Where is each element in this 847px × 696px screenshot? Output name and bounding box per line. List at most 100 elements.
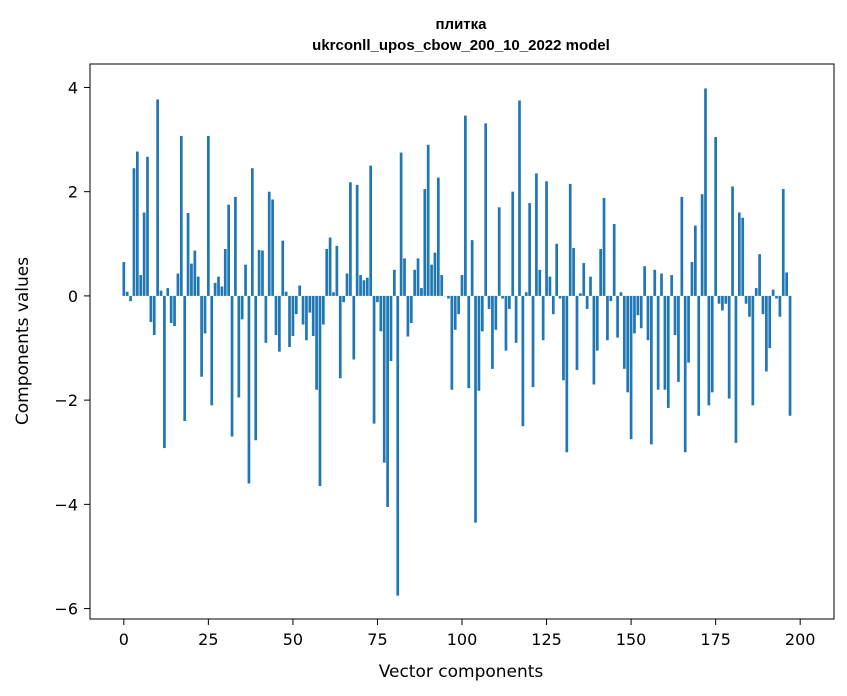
- bar-23: [200, 295, 203, 377]
- bar-187: [754, 288, 758, 296]
- bar-25: [207, 135, 210, 296]
- bar-196: [785, 272, 789, 296]
- bar-129: [558, 295, 562, 299]
- x-tick-label: 200: [785, 630, 816, 649]
- y-axis: −6 −4 −2 0 2 4: [54, 78, 90, 619]
- bar-164: [677, 295, 680, 382]
- bar-150: [629, 295, 633, 440]
- bar-18: [183, 295, 187, 421]
- bar-156: [650, 295, 653, 445]
- bar-148: [622, 295, 626, 369]
- bar-61: [328, 237, 332, 296]
- bar-111: [497, 207, 501, 296]
- bar-52: [298, 285, 302, 296]
- x-tick-label: 75: [367, 630, 387, 649]
- bar-94: [440, 275, 444, 296]
- chart-subtitle: ukrconll_upos_cbow_200_10_2022 model: [312, 37, 610, 54]
- bar-44: [271, 199, 274, 296]
- bar-5: [139, 275, 143, 296]
- bar-28: [217, 276, 220, 296]
- bar-166: [683, 295, 687, 453]
- bar-90: [426, 144, 430, 296]
- bar-35: [240, 295, 244, 320]
- bar-43: [267, 191, 271, 296]
- bar-188: [758, 254, 761, 296]
- bar-93: [436, 177, 440, 296]
- bar-104: [474, 295, 477, 523]
- bar-153: [639, 295, 643, 329]
- bar-6: [142, 212, 146, 296]
- bar-144: [609, 295, 613, 302]
- bars-group: [122, 88, 792, 596]
- bar-74: [372, 295, 376, 424]
- bar-34: [237, 295, 241, 398]
- bar-103: [470, 240, 474, 296]
- bar-183: [741, 217, 745, 296]
- bar-163: [673, 295, 677, 335]
- bar-80: [393, 269, 396, 296]
- bar-42: [264, 295, 268, 343]
- bar-174: [710, 295, 714, 393]
- bar-32: [230, 295, 234, 437]
- bar-115: [511, 191, 515, 296]
- bar-155: [646, 295, 650, 341]
- y-tick-label: 0: [68, 287, 78, 306]
- bar-10: [156, 99, 159, 296]
- bar-46: [278, 295, 281, 352]
- bar-50: [291, 295, 295, 337]
- bar-152: [636, 295, 640, 316]
- bar-68: [352, 295, 356, 360]
- x-axis-label: Vector components: [379, 662, 544, 682]
- bar-59: [321, 295, 325, 325]
- bar-125: [545, 181, 548, 296]
- bar-193: [775, 295, 778, 299]
- bar-60: [325, 249, 329, 296]
- bar-151: [633, 295, 636, 334]
- bar-11: [159, 290, 163, 296]
- y-tick-label: 2: [68, 183, 78, 202]
- bar-180: [731, 186, 734, 296]
- bar-47: [281, 240, 285, 296]
- bar-40: [257, 250, 261, 296]
- bar-127: [551, 295, 555, 315]
- chart-title: плитка: [435, 16, 487, 33]
- bar-191: [768, 295, 772, 349]
- bar-99: [457, 295, 460, 315]
- bar-65: [342, 295, 345, 303]
- bar-137: [585, 295, 589, 309]
- bar-92: [433, 252, 437, 296]
- bar-117: [518, 100, 521, 296]
- bar-158: [656, 295, 660, 390]
- bar-167: [687, 295, 690, 363]
- bar-51: [294, 295, 298, 315]
- bar-132: [568, 183, 572, 296]
- x-tick-label: 0: [119, 630, 129, 649]
- bar-128: [555, 243, 559, 296]
- bar-16: [176, 273, 180, 296]
- bar-77: [382, 295, 386, 463]
- bar-165: [680, 196, 684, 296]
- bar-3: [132, 168, 136, 296]
- bar-66: [345, 273, 349, 296]
- bar-182: [737, 212, 741, 296]
- bar-97: [450, 295, 454, 390]
- bar-143: [606, 295, 609, 341]
- bar-54: [305, 295, 308, 341]
- bar-84: [406, 295, 410, 337]
- bar-114: [507, 295, 511, 309]
- bar-76: [379, 295, 383, 332]
- y-tick-label: −6: [54, 600, 78, 619]
- x-tick-label: 100: [447, 630, 478, 649]
- bar-192: [771, 289, 775, 296]
- bar-12: [163, 295, 166, 449]
- bar-78: [386, 295, 389, 507]
- bar-179: [727, 295, 731, 399]
- bar-161: [666, 295, 670, 408]
- bar-29: [220, 286, 224, 296]
- bar-20: [190, 263, 193, 296]
- bar-135: [579, 293, 582, 296]
- bar-69: [355, 184, 359, 296]
- bar-22: [196, 276, 200, 296]
- bar-107: [484, 123, 488, 296]
- bar-19: [186, 213, 190, 296]
